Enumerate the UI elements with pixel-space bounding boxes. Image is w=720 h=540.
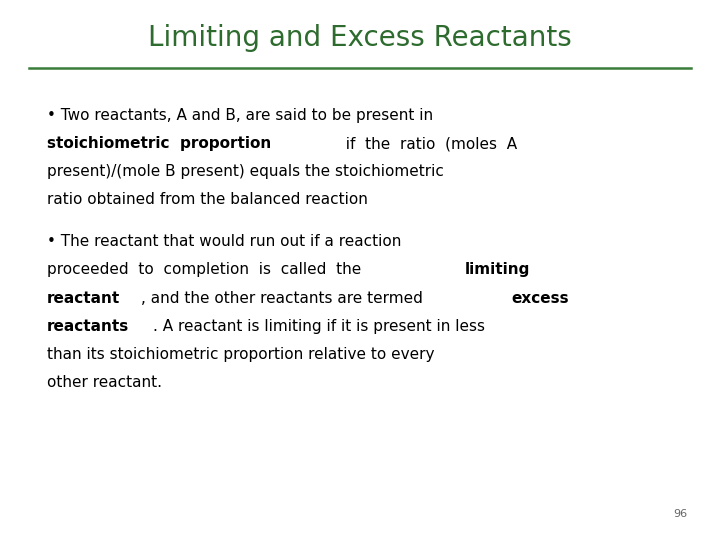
Text: • Two reactants, A and B, are said to be present in: • Two reactants, A and B, are said to be… [47, 108, 433, 123]
Text: , and the other reactants are termed: , and the other reactants are termed [141, 291, 428, 306]
Text: proceeded  to  completion  is  called  the: proceeded to completion is called the [47, 262, 371, 278]
Text: ratio obtained from the balanced reaction: ratio obtained from the balanced reactio… [47, 192, 368, 207]
Text: present)/(mole B present) equals the stoichiometric: present)/(mole B present) equals the sto… [47, 164, 444, 179]
Text: . A reactant is limiting if it is present in less: . A reactant is limiting if it is presen… [153, 319, 485, 334]
Text: limiting: limiting [465, 262, 530, 278]
Text: reactant: reactant [47, 291, 120, 306]
Text: other reactant.: other reactant. [47, 375, 162, 390]
Text: excess: excess [511, 291, 569, 306]
Text: • The reactant that would run out if a reaction: • The reactant that would run out if a r… [47, 234, 401, 249]
Text: reactants: reactants [47, 319, 129, 334]
Text: than its stoichiometric proportion relative to every: than its stoichiometric proportion relat… [47, 347, 434, 362]
Text: stoichiometric  proportion: stoichiometric proportion [47, 136, 271, 151]
Text: Limiting and Excess Reactants: Limiting and Excess Reactants [148, 24, 572, 52]
Text: if  the  ratio  (moles  A: if the ratio (moles A [336, 136, 517, 151]
Text: 96: 96 [673, 509, 688, 519]
